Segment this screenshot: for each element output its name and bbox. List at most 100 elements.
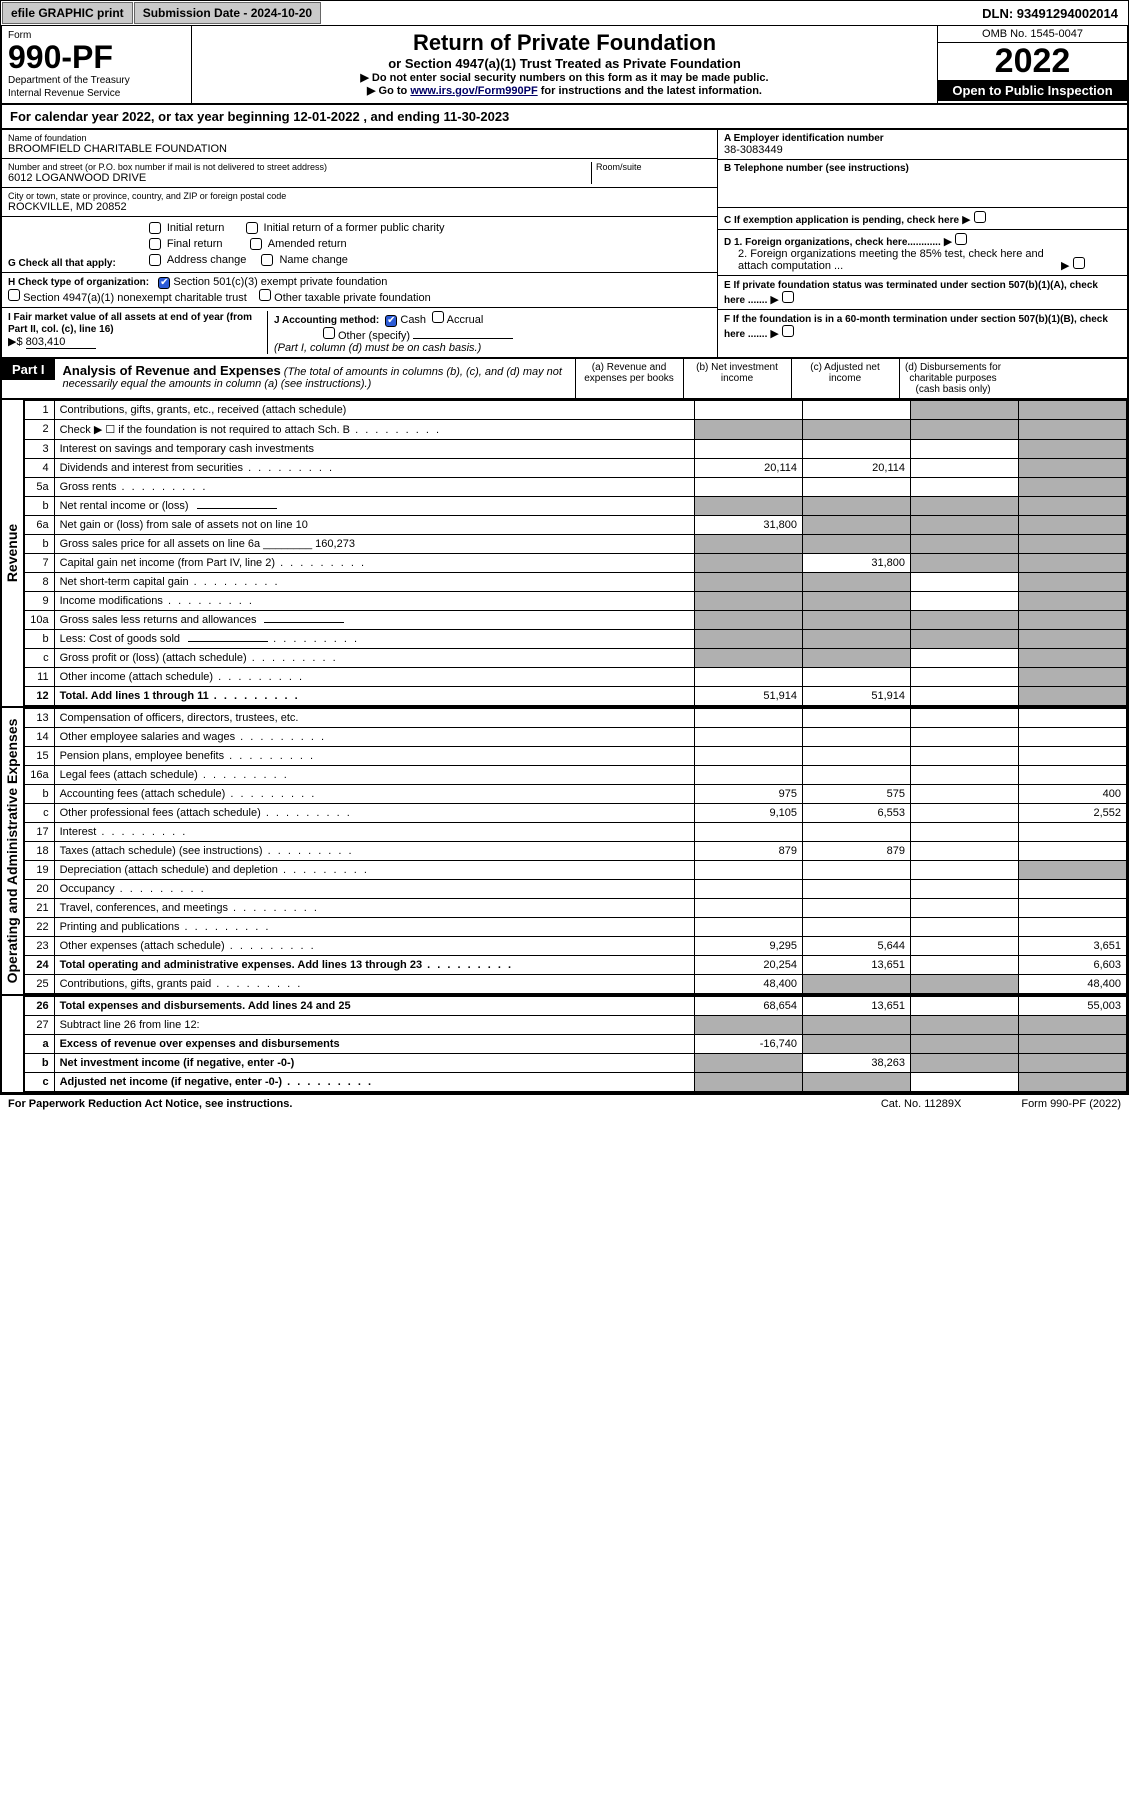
- value-cell: [911, 554, 1019, 573]
- value-cell: [803, 861, 911, 880]
- value-cell: 2,552: [1019, 804, 1127, 823]
- value-cell: 5,644: [803, 937, 911, 956]
- street-address: 6012 LOGANWOOD DRIVE: [8, 172, 591, 184]
- i-label: I Fair market value of all assets at end…: [8, 312, 252, 335]
- line-number: 6a: [24, 516, 54, 535]
- line-description: Income modifications: [54, 592, 694, 611]
- value-cell: [1019, 420, 1127, 440]
- d2-checkbox[interactable]: [1073, 257, 1085, 269]
- ein-cell: A Employer identification number 38-3083…: [718, 130, 1127, 160]
- info-right: A Employer identification number 38-3083…: [717, 130, 1127, 357]
- summary-table-wrap: 26Total expenses and disbursements. Add …: [0, 996, 1129, 1094]
- value-cell: [803, 573, 911, 592]
- value-cell: [803, 880, 911, 899]
- value-cell: [911, 535, 1019, 554]
- line-number: 5a: [24, 478, 54, 497]
- table-row: 8Net short-term capital gain: [24, 573, 1126, 592]
- initial-return-checkbox[interactable]: [149, 222, 161, 234]
- col-c-header: (c) Adjusted net income: [791, 359, 899, 398]
- value-cell: [911, 478, 1019, 497]
- table-row: 25Contributions, gifts, grants paid48,40…: [24, 975, 1126, 994]
- value-cell: [803, 975, 911, 994]
- value-cell: [1019, 1054, 1127, 1073]
- value-cell: 20,254: [695, 956, 803, 975]
- value-cell: [803, 420, 911, 440]
- 4947a1-checkbox[interactable]: [8, 289, 20, 301]
- amended-checkbox[interactable]: [250, 238, 262, 250]
- line-description: Net investment income (if negative, ente…: [54, 1054, 694, 1073]
- tax-year: 2022: [938, 43, 1127, 80]
- value-cell: [803, 709, 911, 728]
- other-method-checkbox[interactable]: [323, 327, 335, 339]
- value-cell: [1019, 440, 1127, 459]
- line-number: 3: [24, 440, 54, 459]
- cash-checkbox[interactable]: ✔: [385, 315, 397, 327]
- value-cell: [1019, 611, 1127, 630]
- value-cell: [911, 766, 1019, 785]
- value-cell: [911, 880, 1019, 899]
- value-cell: 31,800: [695, 516, 803, 535]
- city-cell: City or town, state or province, country…: [2, 188, 717, 217]
- value-cell: [1019, 535, 1127, 554]
- value-cell: [803, 516, 911, 535]
- table-row: 23Other expenses (attach schedule)9,2955…: [24, 937, 1126, 956]
- line-number: 22: [24, 918, 54, 937]
- value-cell: [1019, 880, 1127, 899]
- value-cell: [803, 478, 911, 497]
- value-cell: [695, 668, 803, 687]
- phone-cell: B Telephone number (see instructions): [718, 160, 1127, 208]
- accrual-checkbox[interactable]: [432, 311, 444, 323]
- value-cell: [1019, 1035, 1127, 1054]
- value-cell: [911, 823, 1019, 842]
- value-cell: [911, 975, 1019, 994]
- name-change-checkbox[interactable]: [261, 254, 273, 266]
- table-row: 24Total operating and administrative exp…: [24, 956, 1126, 975]
- value-cell: [911, 842, 1019, 861]
- table-row: cAdjusted net income (if negative, enter…: [24, 1073, 1126, 1092]
- address-change-checkbox[interactable]: [149, 254, 161, 266]
- opt-initial: Initial return: [167, 222, 224, 234]
- value-cell: [803, 497, 911, 516]
- revenue-side-label: Revenue: [2, 400, 24, 706]
- e-cell: E If private foundation status was termi…: [718, 276, 1127, 310]
- table-row: 3Interest on savings and temporary cash …: [24, 440, 1126, 459]
- 501c3-checkbox[interactable]: ✔: [158, 277, 170, 289]
- value-cell: [911, 861, 1019, 880]
- value-cell: [1019, 554, 1127, 573]
- line-description: Dividends and interest from securities: [54, 459, 694, 478]
- d2-label: 2. Foreign organizations meeting the 85%…: [738, 248, 1058, 272]
- value-cell: [1019, 592, 1127, 611]
- value-cell: [695, 747, 803, 766]
- value-cell: [803, 1035, 911, 1054]
- city-label: City or town, state or province, country…: [8, 191, 711, 201]
- value-cell: [911, 728, 1019, 747]
- initial-former-checkbox[interactable]: [246, 222, 258, 234]
- c-checkbox[interactable]: [974, 211, 986, 223]
- d1-checkbox[interactable]: [955, 233, 967, 245]
- line-number: 27: [24, 1016, 54, 1035]
- value-cell: [911, 899, 1019, 918]
- opt-name-chg: Name change: [279, 254, 348, 266]
- other-taxable-checkbox[interactable]: [259, 289, 271, 301]
- f-checkbox[interactable]: [782, 325, 794, 337]
- value-cell: 31,800: [803, 554, 911, 573]
- line-description: Contributions, gifts, grants, etc., rece…: [54, 401, 694, 420]
- value-cell: [911, 611, 1019, 630]
- final-return-checkbox[interactable]: [149, 238, 161, 250]
- table-row: 18Taxes (attach schedule) (see instructi…: [24, 842, 1126, 861]
- value-cell: [1019, 516, 1127, 535]
- other-specify-line: [413, 338, 513, 339]
- cat-no: Cat. No. 11289X: [881, 1098, 962, 1110]
- efile-print-button[interactable]: efile GRAPHIC print: [2, 2, 133, 24]
- e-checkbox[interactable]: [782, 291, 794, 303]
- line-description: Interest: [54, 823, 694, 842]
- value-cell: [1019, 1016, 1127, 1035]
- ssn-warning: ▶ Do not enter social security numbers o…: [202, 71, 927, 84]
- value-cell: [911, 459, 1019, 478]
- value-cell: [695, 823, 803, 842]
- table-row: 19Depreciation (attach schedule) and dep…: [24, 861, 1126, 880]
- form990pf-link[interactable]: www.irs.gov/Form990PF: [410, 85, 537, 97]
- line-description: Check ▶ ☐ if the foundation is not requi…: [54, 420, 694, 440]
- value-cell: 48,400: [1019, 975, 1127, 994]
- j-other: Other (specify): [338, 330, 410, 342]
